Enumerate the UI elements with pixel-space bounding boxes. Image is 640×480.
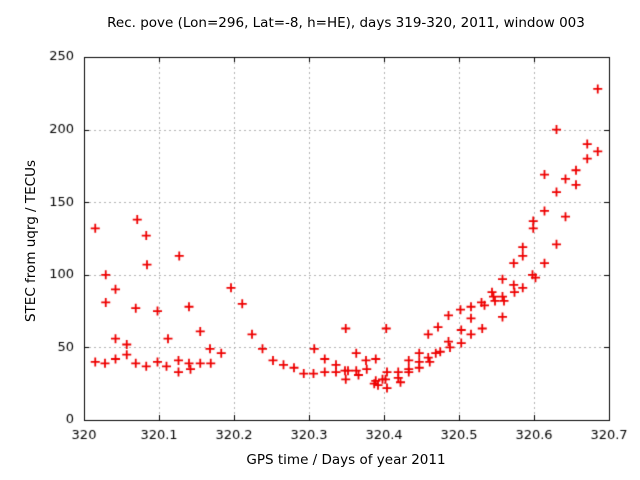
plot-canvas bbox=[0, 0, 640, 480]
scatter-plot-figure: Rec. pove (Lon=296, Lat=-8, h=HE), days … bbox=[0, 0, 640, 480]
